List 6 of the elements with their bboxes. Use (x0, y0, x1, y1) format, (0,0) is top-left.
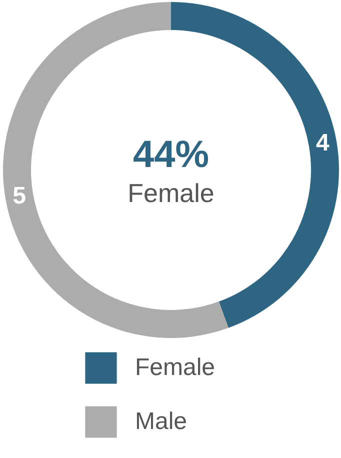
text: Female (128, 178, 214, 208)
text: 44% (132, 134, 210, 176)
data-label: 5 (12, 182, 26, 210)
legend-label: Female (135, 354, 216, 381)
legend-label: Male (135, 408, 188, 435)
data-label: 4 (316, 129, 330, 156)
